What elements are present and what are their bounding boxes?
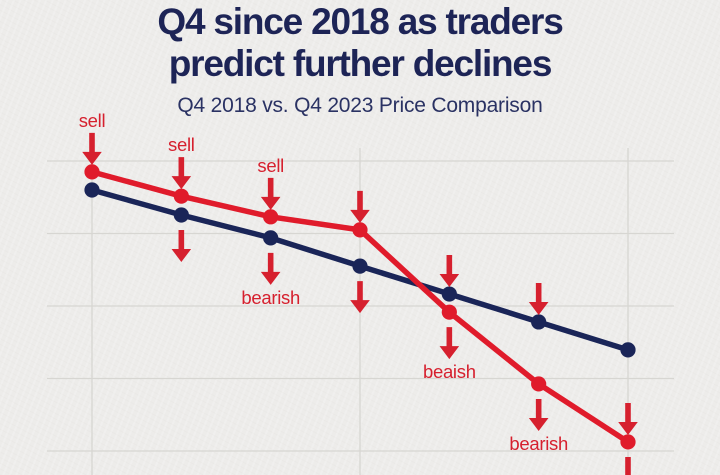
data-point-red (531, 376, 547, 392)
title-line-2: predict further declines (168, 43, 553, 84)
data-point-navy (531, 314, 547, 330)
data-point-navy (84, 182, 100, 198)
sell-arrow-icon (82, 132, 102, 165)
down-arrow-icon (171, 230, 192, 263)
annotation-label-bearish: bearish (241, 287, 300, 308)
data-point-red (84, 164, 100, 180)
data-point-red (441, 304, 457, 320)
annotation-label-sell: sell (257, 155, 284, 176)
chart-header: Q4 since 2018 as traders predict further… (0, 0, 720, 118)
annotation-label-sell: sell (168, 134, 195, 155)
down-arrow-icon (618, 402, 638, 435)
annotation-label-bearish: bearish (509, 433, 568, 454)
annotation-label-beaish: beaish (423, 361, 476, 382)
down-arrow-icon (439, 255, 460, 288)
down-arrow-icon (528, 282, 549, 315)
chart-subtitle: Q4 2018 vs. Q4 2023 Price Comparison (177, 94, 543, 117)
data-point-navy (620, 342, 636, 358)
sell-arrow-icon (171, 157, 192, 190)
data-point-navy (441, 286, 457, 302)
data-point-navy (263, 230, 279, 246)
data-point-red (173, 188, 189, 204)
data-point-red (263, 209, 279, 225)
data-point-red (352, 222, 368, 238)
data-point-red (620, 434, 636, 450)
data-point-navy (173, 207, 189, 223)
down-arrow-icon (625, 456, 631, 475)
title-line-1: Q4 since 2018 as traders (157, 1, 563, 42)
beaish-arrow-icon (439, 327, 460, 360)
bearish-arrow-icon (528, 398, 549, 431)
data-point-navy (352, 258, 368, 274)
down-arrow-icon (350, 190, 370, 223)
sell-arrow-icon (260, 177, 281, 210)
bearish-arrow-icon (260, 252, 281, 285)
annotation-label-sell: sell (79, 110, 106, 131)
page-title: Q4 since 2018 as traders predict further… (0, 1, 720, 85)
down-arrow-icon (350, 281, 370, 314)
